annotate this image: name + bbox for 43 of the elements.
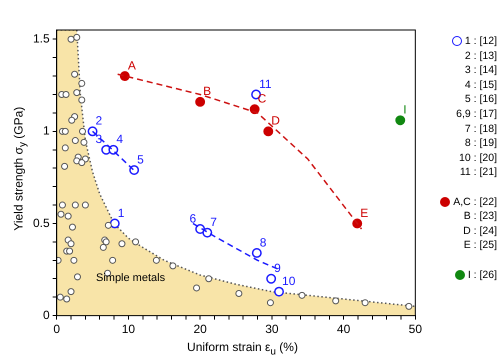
x-tick-label: 20: [193, 322, 208, 336]
x-tick-label: 40: [336, 322, 351, 336]
text: 5 : [16]: [464, 92, 497, 107]
y-tick-label: 0.5: [32, 216, 50, 230]
annotation: I: [403, 102, 407, 117]
annotation: 5: [137, 152, 144, 166]
annotation: A: [128, 58, 136, 72]
annotation: 6: [189, 211, 196, 226]
annotation: Simple metals: [96, 272, 166, 284]
text: B : [23]: [462, 209, 497, 224]
text: 6,9 : [17]: [455, 106, 497, 122]
annotation: 1: [118, 206, 125, 220]
text: E : [25]: [462, 238, 497, 253]
text: 8 : [19]: [464, 136, 497, 151]
text: 7 : [18]: [464, 122, 497, 136]
text: D : [24]: [462, 224, 497, 238]
annotation: 10: [282, 274, 296, 288]
annotation: 3: [96, 132, 102, 146]
annotation: B: [203, 84, 212, 98]
legend-label: A,C : [22]: [453, 194, 497, 210]
text: 3 : [14]: [464, 63, 497, 78]
annotation: 2: [96, 114, 103, 128]
annotation: 4: [116, 132, 124, 146]
annotation: C: [258, 92, 267, 106]
legend-label: 1 : [12]: [464, 34, 497, 49]
annotation: 8: [260, 235, 267, 250]
y-tick-label: 0: [42, 308, 50, 322]
x-tick-label: 0: [53, 322, 60, 336]
legend-label: I : [26]: [468, 268, 497, 282]
x-tick-label: 30: [265, 322, 279, 336]
x-tick-label: 50: [408, 322, 422, 336]
text: 11 : [21]: [458, 165, 497, 180]
text: 10 : [20]: [458, 150, 497, 166]
x-axis-title: Uniform strain ε$_{u}$ (%): [186, 340, 299, 358]
annotation: E: [360, 206, 368, 220]
y-tick-label: 1.5: [32, 32, 50, 46]
y-tick-label: 1: [42, 124, 50, 138]
x-tick-label: 10: [122, 322, 136, 336]
annotation: 11: [259, 76, 272, 91]
text: 4 : [15]: [464, 78, 497, 92]
annotation: 7: [210, 214, 218, 229]
annotation: D: [271, 114, 280, 128]
text: 2 : [13]: [464, 48, 497, 64]
